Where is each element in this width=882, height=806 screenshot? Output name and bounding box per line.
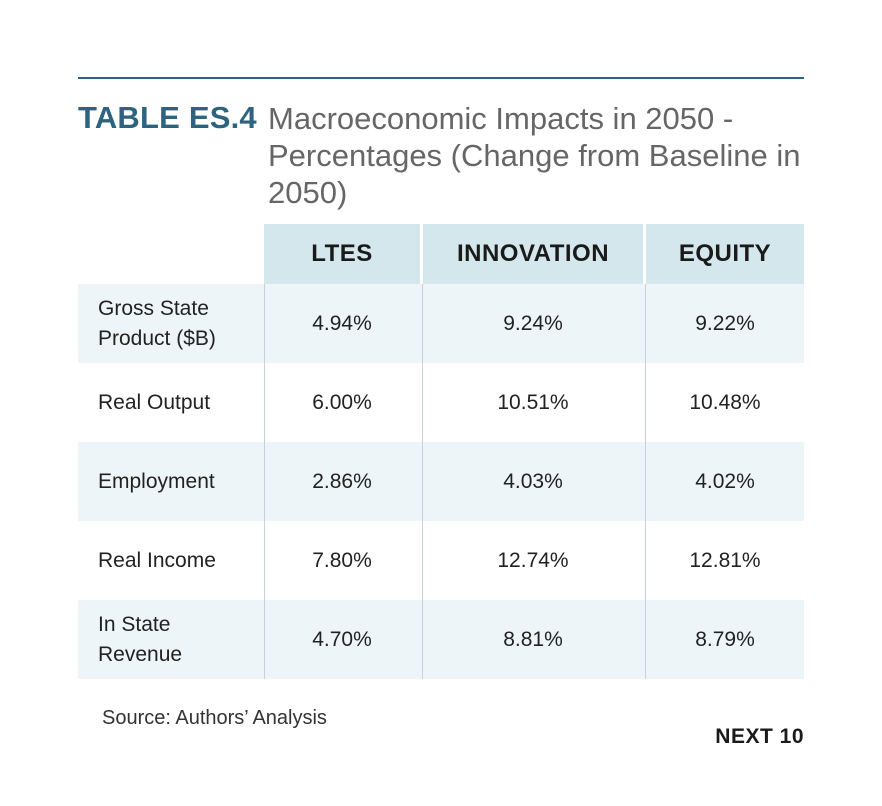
row-label: Real Output	[98, 390, 211, 414]
row-label: In State Revenue	[98, 612, 183, 666]
row-label: Real Income	[98, 548, 216, 572]
cell-ltes: 2.86%	[312, 469, 372, 493]
cell-equity: 4.02%	[695, 469, 755, 493]
table-number: TABLE ES.4	[78, 100, 257, 135]
cell-equity: 9.22%	[695, 311, 755, 335]
column-divider	[264, 284, 265, 679]
column-header-innovation: INNOVATION	[423, 224, 643, 284]
cell-innovation: 10.51%	[497, 390, 569, 414]
table-row: Employment 2.86% 4.03% 4.02%	[78, 442, 804, 521]
cell-ltes: 4.94%	[312, 311, 372, 335]
table-row: Real Output 6.00% 10.51% 10.48%	[78, 363, 804, 442]
cell-innovation: 9.24%	[503, 311, 563, 335]
cell-equity: 10.48%	[689, 390, 761, 414]
source-note: Source: Authors’ Analysis	[102, 707, 327, 729]
row-label: Gross State Product ($B)	[98, 296, 216, 350]
column-header-ltes: LTES	[264, 224, 420, 284]
column-header-equity: EQUITY	[646, 224, 804, 284]
cell-innovation: 8.81%	[503, 627, 563, 651]
table-row: In State Revenue 4.70% 8.81% 8.79%	[78, 600, 804, 679]
brand-logo: NEXT 10	[715, 725, 804, 748]
table-row: Gross State Product ($B) 4.94% 9.24% 9.2…	[78, 284, 804, 363]
row-label: Employment	[98, 469, 215, 493]
cell-equity: 8.79%	[695, 627, 755, 651]
table-row: Real Income 7.80% 12.74% 12.81%	[78, 521, 804, 600]
cell-ltes: 6.00%	[312, 390, 372, 414]
column-divider	[645, 284, 646, 679]
cell-innovation: 12.74%	[497, 548, 569, 572]
table-caption: Macroeconomic Impacts in 2050 - Percenta…	[268, 101, 801, 210]
column-divider	[422, 284, 423, 679]
cell-innovation: 4.03%	[503, 469, 563, 493]
top-rule	[78, 77, 804, 79]
cell-ltes: 7.80%	[312, 548, 372, 572]
cell-ltes: 4.70%	[312, 627, 372, 651]
cell-equity: 12.81%	[689, 548, 761, 572]
